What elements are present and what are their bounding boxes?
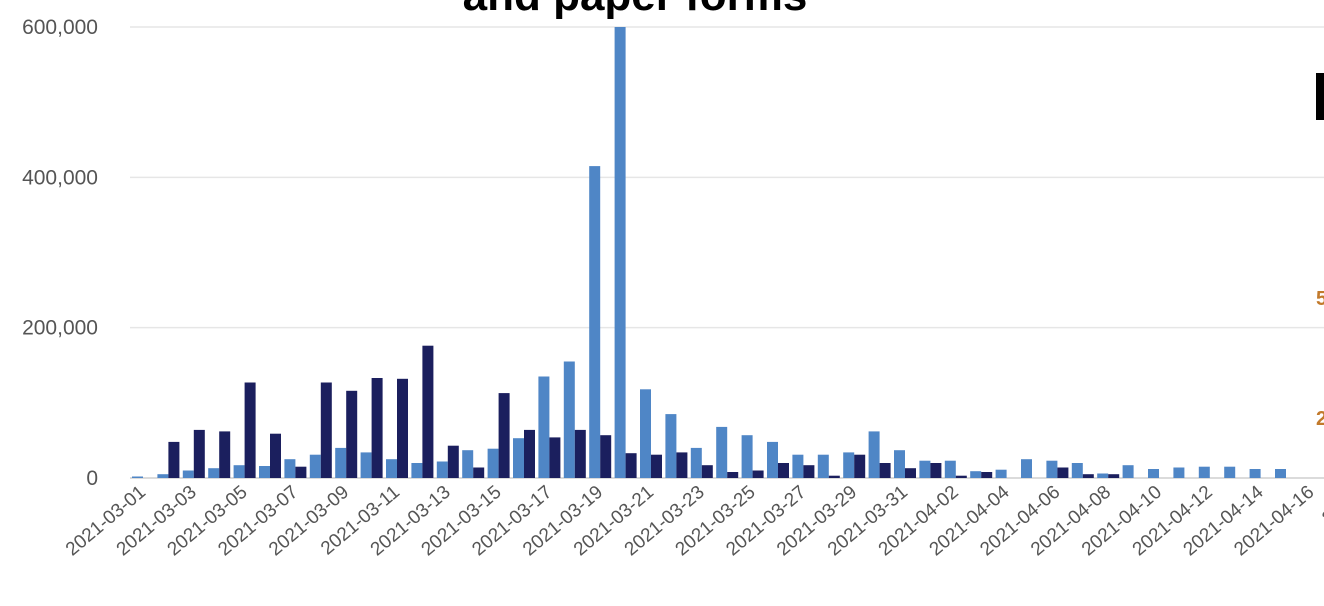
- bar-light: [741, 435, 753, 478]
- x-axis-ticks: 2021-03-012021-03-032021-03-052021-03-07…: [62, 481, 1324, 560]
- bar-dark: [244, 382, 256, 478]
- bar-light: [487, 448, 499, 478]
- bar-dark: [879, 463, 891, 478]
- bar-dark: [930, 463, 942, 478]
- bar-dark: [346, 390, 358, 478]
- bar-dark: [651, 454, 662, 478]
- bar-dark: [803, 465, 815, 478]
- bar-dark: [168, 441, 180, 478]
- bar-dark: [676, 452, 688, 478]
- bar-light: [132, 476, 143, 478]
- bar-light: [360, 452, 372, 478]
- bar-dark: [905, 468, 916, 478]
- y-tick-label: 400,000: [22, 166, 98, 189]
- bar-dark: [219, 431, 231, 478]
- bar-light: [284, 459, 296, 478]
- bar-dark: [397, 378, 408, 478]
- bar-light: [690, 447, 702, 478]
- bar-light: [817, 454, 829, 478]
- bar-light: [462, 450, 474, 478]
- bar-dark: [752, 470, 764, 478]
- bar-light: [919, 460, 931, 478]
- x-tick-label: 2021-: [1318, 482, 1324, 529]
- bar-light: [386, 459, 397, 478]
- bar-light: [1275, 469, 1286, 478]
- bar-light: [1122, 465, 1134, 478]
- bar-light: [1224, 466, 1236, 478]
- bar-light: [1249, 469, 1261, 478]
- bar-light: [894, 450, 905, 478]
- y-tick-label: 200,000: [22, 317, 98, 340]
- bar-light: [944, 460, 956, 478]
- bar-light: [411, 463, 423, 478]
- bar-dark: [574, 429, 586, 478]
- bar-light: [665, 414, 677, 478]
- bar-dark: [600, 435, 612, 478]
- bar-dark: [778, 463, 789, 478]
- gridlines: [130, 26, 1324, 479]
- bar-dark: [371, 378, 383, 478]
- bar-light: [563, 361, 575, 478]
- bar-light: [1198, 466, 1210, 478]
- clipped-axis-glyph-upper: 5: [1316, 288, 1324, 310]
- bar-dark: [854, 454, 866, 478]
- bar-light: [640, 389, 651, 478]
- bar-light: [716, 426, 728, 478]
- clipped-axis-glyph-lower: 2: [1316, 408, 1324, 430]
- bar-dark: [295, 466, 307, 478]
- bar-dark: [1057, 467, 1069, 478]
- bar-light: [1173, 467, 1185, 478]
- bar-dark: [524, 429, 535, 478]
- bar-light: [208, 468, 220, 478]
- bar-light: [233, 465, 245, 478]
- bar-dark: [473, 467, 485, 478]
- bar-dark: [981, 472, 993, 478]
- bar-light: [614, 27, 626, 478]
- bar-dark: [498, 393, 510, 478]
- bar-dark: [727, 472, 739, 478]
- bar-light: [1097, 473, 1109, 478]
- bar-dark: [1108, 474, 1120, 478]
- bar-light: [335, 447, 347, 478]
- bar-light: [309, 454, 321, 478]
- bars: [132, 27, 1286, 478]
- bar-light: [868, 431, 880, 478]
- bar-light: [792, 454, 804, 478]
- bar-light: [513, 438, 524, 478]
- bar-dark: [955, 475, 967, 478]
- bar-dark: [270, 433, 281, 478]
- bar-dark: [828, 475, 840, 478]
- bar-dark: [193, 429, 205, 478]
- bar-light: [1071, 463, 1083, 478]
- bar-light: [259, 466, 270, 478]
- bar-light: [538, 376, 550, 478]
- bar-light: [1148, 469, 1159, 478]
- bar-dark: [447, 445, 459, 478]
- bar-light: [157, 474, 169, 478]
- bar-dark: [1082, 474, 1094, 478]
- bar-light: [1021, 459, 1032, 478]
- bar-light: [843, 452, 855, 478]
- bar-light: [182, 470, 194, 478]
- y-tick-label: 0: [86, 467, 98, 490]
- bar-light: [995, 469, 1007, 478]
- clipped-legend-marker: [1316, 73, 1324, 120]
- bar-dark: [625, 453, 637, 478]
- bar-dark: [422, 345, 434, 478]
- bar-dark: [320, 382, 332, 478]
- bar-light: [767, 441, 778, 478]
- bar-dark: [701, 465, 713, 478]
- bar-light: [589, 166, 601, 478]
- y-axis-ticks: 0 200,000 400,000 600,000: [22, 16, 98, 490]
- chart-title: and paper forms: [463, 0, 808, 20]
- bar-light: [1046, 460, 1058, 478]
- bar-light: [970, 471, 982, 478]
- bar-light: [436, 461, 448, 478]
- y-tick-label: 600,000: [22, 16, 98, 39]
- bar-dark: [549, 437, 561, 478]
